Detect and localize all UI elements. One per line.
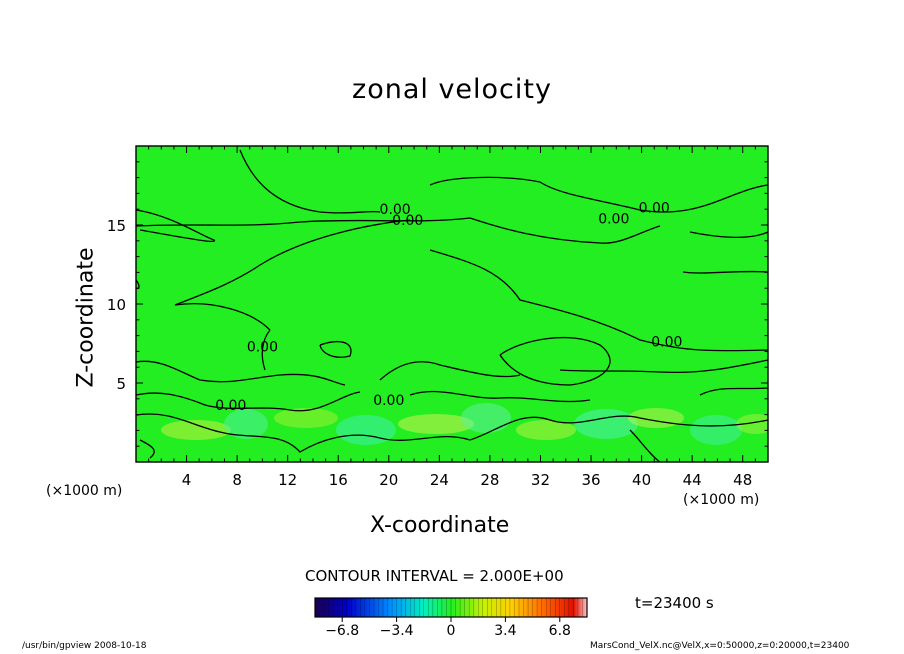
contour-label-7: 0.00: [215, 398, 246, 414]
x-tick-label: 16: [329, 471, 348, 489]
colorbar-tick-label: 6.8: [549, 623, 571, 639]
colorbar-tick-label: −3.4: [380, 623, 414, 639]
x-tick-label: 4: [182, 471, 192, 489]
contour-line-23: [409, 390, 591, 403]
y-tick-label: 5: [116, 375, 126, 393]
contour-line-21: [139, 439, 155, 459]
contour-line-3: [429, 176, 768, 213]
field-patch: [690, 415, 742, 445]
time-label: t=23400 s: [635, 594, 714, 612]
contour-line-13: [319, 341, 352, 358]
contour-label-8: 0.00: [373, 393, 404, 409]
x-axis-label: X-coordinate: [370, 513, 510, 538]
x-tick-label: 44: [683, 471, 702, 489]
contour-line-10: [682, 270, 768, 274]
x-tick-label: 48: [733, 471, 752, 489]
field-patch: [336, 415, 396, 445]
footer-left: /usr/bin/gpview 2008-10-18: [22, 641, 147, 651]
contour-label-4: 0.00: [639, 200, 670, 216]
x-tick-label: 12: [278, 471, 297, 489]
y-axis-units: (×1000 m): [46, 483, 123, 499]
y-axis-label: Z-coordinate: [73, 247, 99, 388]
contour-label-6: 0.00: [247, 339, 278, 355]
field-patch: [516, 420, 576, 440]
colorbar-tick-label: 0: [447, 623, 456, 639]
field-patch: [628, 408, 684, 428]
x-tick-label: 20: [379, 471, 398, 489]
contour-line-7: [174, 219, 411, 331]
contour-line-4: [136, 217, 471, 227]
contour-line-18: [136, 413, 471, 453]
contour-line-15: [379, 361, 521, 381]
footer-right: MarsCond_VelX.nc@VelX,x=0:50000,z=0:2000…: [590, 641, 850, 651]
contour-line-5: [689, 231, 768, 238]
x-tick-label: 28: [480, 471, 499, 489]
field-patch: [736, 414, 768, 434]
x-tick-label: 40: [632, 471, 651, 489]
contour-line-1: [136, 209, 215, 243]
contour-line-16: [559, 359, 768, 374]
contour-line-6: [469, 217, 661, 244]
contour-line-17: [136, 391, 361, 412]
field-patch: [161, 420, 231, 440]
colorbar-tick-label: −6.8: [325, 623, 359, 639]
contour-label-5: 0.00: [651, 335, 682, 351]
field-patch: [224, 409, 268, 439]
field-patch: [274, 408, 338, 428]
contour-line-22: [629, 429, 661, 462]
contour-label-1: 0.00: [380, 202, 411, 218]
x-tick-label: 24: [430, 471, 449, 489]
contour-line-12: [499, 336, 611, 386]
x-tick-label: 36: [581, 471, 600, 489]
x-tick-label: 8: [232, 471, 242, 489]
contour-label-2: 0.00: [392, 213, 423, 229]
contour-line-11: [261, 329, 271, 371]
x-axis-units: (×1000 m): [683, 492, 760, 508]
contour-interval-text: CONTOUR INTERVAL = 2.000E+00: [305, 567, 564, 585]
x-tick-label: 32: [531, 471, 550, 489]
contour-line-19: [469, 415, 768, 441]
field-patch: [398, 414, 474, 434]
y-tick-label: 15: [107, 217, 126, 235]
colorbar-tick-label: 3.4: [494, 623, 516, 639]
contour-line-2: [239, 149, 381, 214]
field-patch: [574, 409, 638, 439]
chart-title: zonal velocity: [352, 74, 552, 105]
field-patch: [461, 403, 511, 433]
contour-label-3: 0.00: [598, 211, 629, 227]
y-tick-label: 10: [107, 296, 126, 314]
contour-line-14: [136, 360, 346, 386]
contour-line-8: [429, 249, 768, 352]
contour-line-20: [699, 387, 768, 396]
